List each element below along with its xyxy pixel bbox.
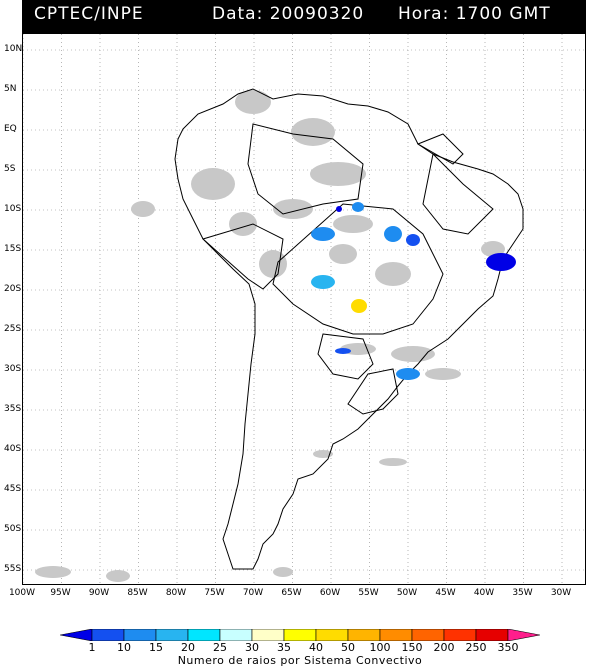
colorbar-title: Numero de raios por Sistema Convectivo: [177, 654, 423, 667]
agency-label: CPTEC/INPE: [34, 4, 144, 24]
title-bar: CPTEC/INPE Data: 20090320 Hora: 1700 GMT: [22, 0, 586, 33]
longitude-label: 50W: [396, 588, 418, 598]
colorbar-tick-label: 15: [149, 641, 163, 654]
latitude-label: 35S: [4, 404, 22, 414]
colorbar-segment: [475, 629, 509, 641]
map-canvas: [23, 34, 585, 584]
colorbar-tick-label: 50: [341, 641, 355, 654]
colorbar-segment: [347, 629, 381, 641]
colorbar-segment: [155, 629, 189, 641]
colorbar-segment: [411, 629, 445, 641]
colorbar-segment: [443, 629, 477, 641]
date-label: Data: 20090320: [212, 4, 365, 24]
latitude-label: 10S: [4, 204, 22, 214]
colorbar-tick-label: 20: [181, 641, 195, 654]
convective-systems: [311, 202, 516, 380]
longitude-label: 90W: [88, 588, 110, 598]
colorbar-tick-label: 10: [117, 641, 131, 654]
latitude-label: 5S: [4, 164, 16, 174]
map-panel: [22, 33, 586, 585]
colorbar-tick-label: 30: [245, 641, 259, 654]
longitude-label: 60W: [319, 588, 341, 598]
colorbar-tick-label: 40: [309, 641, 323, 654]
colorbar-segment: [219, 629, 253, 641]
colorbar-segment: [283, 629, 317, 641]
longitude-label: 95W: [50, 588, 71, 598]
colorbar: [60, 629, 540, 641]
longitude-label: 45W: [435, 588, 456, 598]
colorbar-tick-label: 350: [497, 641, 519, 654]
latitude-label: EQ: [4, 124, 17, 134]
longitude-label: 80W: [165, 588, 187, 598]
colorbar-tick-label: 250: [465, 641, 487, 654]
latitude-label: 40S: [4, 444, 22, 454]
latitude-label: 55S: [4, 564, 22, 574]
latitude-label: 45S: [4, 484, 22, 494]
longitude-label: 35W: [512, 588, 533, 598]
longitude-label: 75W: [204, 588, 225, 598]
latitude-label: 5N: [4, 84, 17, 94]
latitude-label: 50S: [4, 524, 22, 534]
longitude-label: 30W: [550, 588, 572, 598]
colorbar-segment: [123, 629, 157, 641]
colorbar-segment: [60, 629, 93, 641]
longitude-label: 85W: [127, 588, 148, 598]
longitude-label: 70W: [242, 588, 264, 598]
latitude-label: 25S: [4, 324, 22, 334]
longitude-label: 100W: [8, 588, 36, 598]
colorbar-segment: [379, 629, 413, 641]
colorbar-segment: [507, 629, 540, 641]
longitude-label: 40W: [473, 588, 495, 598]
latitude-label: 20S: [4, 284, 22, 294]
longitude-label: 65W: [281, 588, 302, 598]
latitude-label: 15S: [4, 244, 22, 254]
colorbar-tick-label: 150: [401, 641, 423, 654]
colorbar-tick-label: 200: [433, 641, 455, 654]
colorbar-tick-label: 25: [213, 641, 227, 654]
colorbar-tick-label: 1: [88, 641, 96, 654]
colorbar-segment: [187, 629, 221, 641]
latitude-label: 10N: [4, 44, 23, 54]
hour-label: Hora: 1700 GMT: [398, 4, 551, 24]
longitude-label: 55W: [358, 588, 379, 598]
latitude-label: 30S: [4, 364, 22, 374]
colorbar-segment: [91, 629, 125, 641]
coastline: [174, 88, 524, 570]
cloud-cover: [35, 90, 505, 582]
colorbar-tick-label: 100: [369, 641, 391, 654]
colorbar-segment: [315, 629, 349, 641]
colorbar-tick-label: 35: [277, 641, 291, 654]
colorbar-segment: [251, 629, 285, 641]
